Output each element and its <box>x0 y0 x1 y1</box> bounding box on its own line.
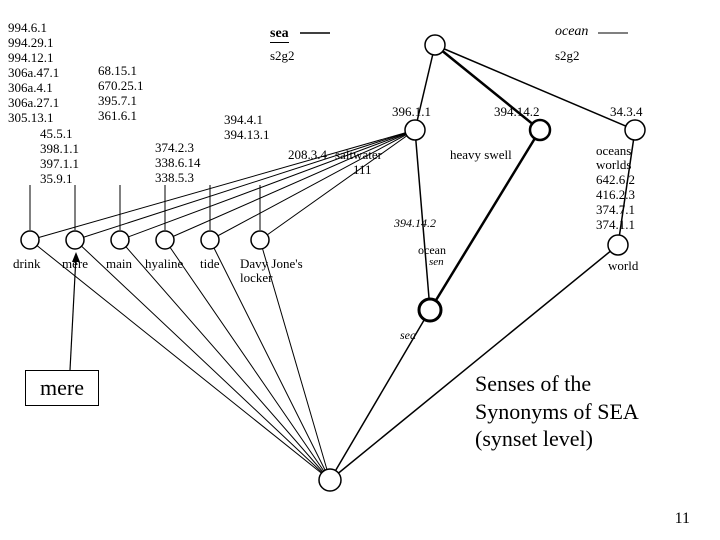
box-mere: mere <box>25 370 99 406</box>
node-oworld <box>608 235 628 255</box>
col-2: 45.5.1398.1.1397.1.135.9.1 <box>40 126 79 186</box>
lbl-34: 34.3.4 <box>610 104 643 120</box>
col-right: 642.6.2416.2.3374.7.1374.1.1 <box>596 172 635 232</box>
cap-l2: Synonyms of SEA <box>475 398 639 426</box>
col-3: 68.15.1670.25.1395.7.1361.6.1 <box>98 63 144 123</box>
lbl-sen: sen <box>429 256 444 268</box>
lbl-world: world <box>608 258 638 274</box>
page-number: 11 <box>675 510 690 528</box>
legend-sea-sub: s2g2 <box>270 48 295 64</box>
legend-sea-label: sea <box>270 26 289 43</box>
node-n396 <box>405 120 425 140</box>
lbl-396: 396.1.1 <box>392 104 431 120</box>
node-davy <box>251 231 269 249</box>
node-hyaline <box>156 231 174 249</box>
lbl-208: 208.3.4 <box>288 147 327 163</box>
node-top <box>425 35 445 55</box>
lbl-394-mid: 394.14.2 <box>394 216 436 231</box>
caption: Senses of the Synonyms of SEA (synset le… <box>475 370 639 453</box>
lbl-hyaline: hyaline <box>145 256 183 272</box>
node-main <box>111 231 129 249</box>
lbl-drink: drink <box>13 256 40 272</box>
node-o394b <box>419 299 441 321</box>
lbl-mere: mere <box>62 256 88 272</box>
col-4: 374.2.3338.6.14338.5.3 <box>155 140 201 185</box>
lbl-heavy: heavy swell <box>450 147 512 163</box>
lbl-saltwater: saltwater <box>335 147 382 163</box>
node-tide <box>201 231 219 249</box>
lbl-worlds: worlds <box>596 157 631 173</box>
node-drink <box>21 231 39 249</box>
node-bot <box>319 469 341 491</box>
lbl-main: main <box>106 256 132 272</box>
node-n394a <box>530 120 550 140</box>
cap-l3: (synset level) <box>475 425 639 453</box>
col-5: 394.4.1394.13.1 <box>224 112 270 142</box>
lbl-davy2: locker <box>240 270 272 286</box>
node-mere <box>66 231 84 249</box>
legend-ocean-sub: s2g2 <box>555 48 580 64</box>
lbl-sea-bot: sea <box>400 328 416 343</box>
cap-l1: Senses of the <box>475 370 639 398</box>
lbl-394-14: 394.14.2 <box>494 104 540 120</box>
legend-ocean-label: ocean <box>555 24 588 40</box>
lbl-111: 111 <box>353 162 372 178</box>
node-n34 <box>625 120 645 140</box>
col-1: 994.6.1994.29.1994.12.1306a.47.1306a.4.1… <box>8 20 59 125</box>
lbl-tide: tide <box>200 256 220 272</box>
